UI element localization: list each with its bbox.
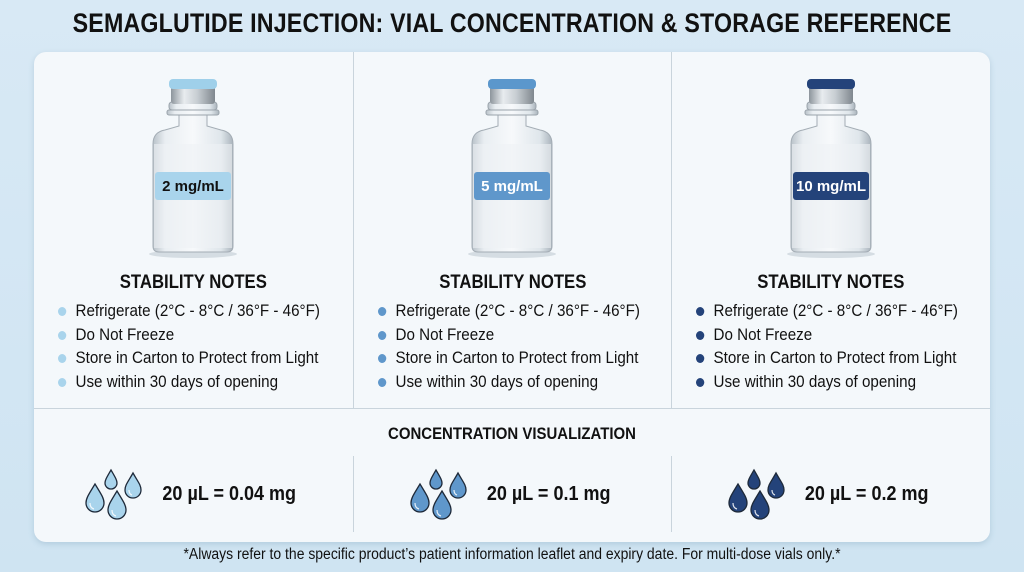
stability-note: Use within 30 days of opening bbox=[696, 371, 958, 395]
stability-note-text: Do Not Freeze bbox=[395, 325, 494, 344]
vial-icon: 2 mg/mL bbox=[149, 79, 238, 258]
stability-note: Use within 30 days of opening bbox=[58, 371, 320, 395]
stability-notes-title: STABILITY NOTES bbox=[119, 272, 267, 293]
bullet-icon bbox=[696, 354, 705, 364]
water-drops-icon bbox=[410, 468, 467, 520]
stability-note: Store in Carton to Protect from Light bbox=[377, 347, 640, 371]
stability-note-text: Use within 30 days of opening bbox=[75, 372, 279, 391]
bullet-icon bbox=[696, 307, 705, 317]
stability-note: Store in Carton to Protect from Light bbox=[58, 347, 320, 371]
stability-note-text: Store in Carton to Protect from Light bbox=[75, 349, 319, 367]
bullet-icon bbox=[377, 354, 386, 364]
concentration-item-3: 20 µL = 0.2 mg bbox=[671, 456, 990, 532]
stability-note-text: Do Not Freeze bbox=[713, 325, 813, 344]
concentration-text: 20 µL = 0.2 mg bbox=[805, 482, 929, 505]
stability-notes-list: Refrigerate (2°C - 8°C / 36°F - 46°F) Do … bbox=[696, 300, 981, 394]
bullet-icon bbox=[696, 330, 705, 340]
concentration-text: 20 µL = 0.1 mg bbox=[486, 482, 611, 505]
bullet-icon bbox=[377, 377, 386, 387]
stability-note: Do Not Freeze bbox=[58, 324, 320, 348]
vial-icon: 5 mg/mL bbox=[468, 79, 557, 258]
page-title: SEMAGLUTIDE INJECTION: VIAL CONCENTRATIO… bbox=[72, 8, 952, 38]
visualization-title: CONCENTRATION VISUALIZATION bbox=[388, 424, 636, 443]
bullet-icon bbox=[58, 354, 67, 364]
vial-column-1: 2 mg/mL STABILITY NOTES Refrigerate (2°C… bbox=[34, 52, 353, 408]
stability-note-text: Store in Carton to Protect from Light bbox=[395, 349, 639, 367]
vial-concentration-label: 10 mg/mL bbox=[796, 178, 866, 195]
stability-note: Refrigerate (2°C - 8°C / 36°F - 46°F) bbox=[696, 300, 958, 324]
concentration-item-2: 20 µL = 0.1 mg bbox=[352, 456, 672, 532]
stability-note-text: Refrigerate (2°C - 8°C / 36°F - 46°F) bbox=[75, 302, 320, 320]
bullet-icon bbox=[377, 330, 386, 340]
stability-notes-title: STABILITY NOTES bbox=[438, 272, 587, 293]
stability-note: Use within 30 days of opening bbox=[377, 371, 640, 395]
bullet-icon bbox=[58, 377, 67, 387]
bullet-icon bbox=[696, 377, 705, 387]
divider bbox=[34, 408, 990, 409]
footer-disclaimer: *Always refer to the specific product’s … bbox=[183, 546, 841, 563]
vial-columns: 2 mg/mL STABILITY NOTES Refrigerate (2°C… bbox=[34, 52, 990, 408]
stability-notes-title: STABILITY NOTES bbox=[757, 272, 905, 293]
bullet-icon bbox=[58, 330, 67, 340]
stability-note-text: Use within 30 days of opening bbox=[713, 372, 917, 391]
stability-notes-list: Refrigerate (2°C - 8°C / 36°F - 46°F) Do … bbox=[377, 300, 663, 395]
stability-note: Store in Carton to Protect from Light bbox=[696, 347, 958, 371]
stability-note-text: Refrigerate (2°C - 8°C / 36°F - 46°F) bbox=[395, 302, 640, 320]
stability-note-text: Refrigerate (2°C - 8°C / 36°F - 46°F) bbox=[713, 302, 959, 320]
water-drops-icon bbox=[85, 468, 142, 520]
stability-note: Do Not Freeze bbox=[696, 324, 958, 348]
water-drops-icon bbox=[728, 468, 786, 520]
vial-icon: 10 mg/mL bbox=[787, 79, 876, 258]
vial-concentration-label: 5 mg/mL bbox=[482, 178, 544, 195]
concentration-item-1: 20 µL = 0.04 mg bbox=[34, 456, 353, 532]
reference-card: 2 mg/mL STABILITY NOTES Refrigerate (2°C… bbox=[34, 52, 990, 542]
stability-note: Do Not Freeze bbox=[377, 324, 640, 348]
bullet-icon bbox=[377, 307, 386, 317]
concentration-text: 20 µL = 0.04 mg bbox=[162, 482, 297, 505]
vial-column-3: 10 mg/mL STABILITY NOTES Refrigerate (2°… bbox=[671, 52, 990, 408]
stability-note-text: Store in Carton to Protect from Light bbox=[713, 349, 957, 367]
stability-note: Refrigerate (2°C - 8°C / 36°F - 46°F) bbox=[377, 300, 640, 324]
stability-note: Refrigerate (2°C - 8°C / 36°F - 46°F) bbox=[58, 300, 320, 324]
vial-concentration-label: 2 mg/mL bbox=[162, 178, 224, 195]
visualization-row: 20 µL = 0.04 mg 20 µL = 0.1 mg bbox=[34, 456, 990, 532]
vial-column-2: 5 mg/mL STABILITY NOTES Refrigerate (2°C… bbox=[352, 52, 672, 408]
stability-note-text: Do Not Freeze bbox=[75, 325, 175, 344]
stability-note-text: Use within 30 days of opening bbox=[395, 372, 598, 391]
stability-notes-list: Refrigerate (2°C - 8°C / 36°F - 46°F) Do … bbox=[58, 300, 343, 394]
bullet-icon bbox=[58, 307, 67, 317]
